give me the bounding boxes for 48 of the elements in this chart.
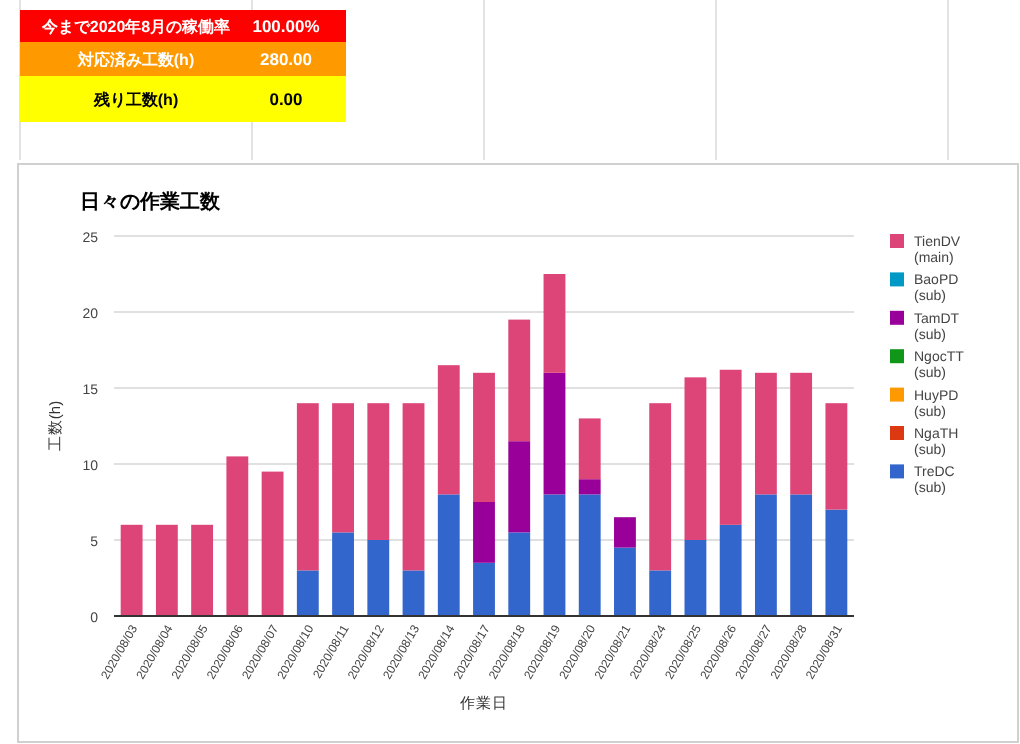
bar bbox=[684, 540, 707, 616]
bar bbox=[649, 403, 672, 571]
bar bbox=[437, 365, 460, 495]
bar bbox=[790, 494, 813, 616]
bar bbox=[296, 570, 319, 616]
bar bbox=[508, 441, 531, 533]
chart-title: 日々の作業工数 bbox=[80, 190, 222, 214]
bar bbox=[473, 562, 495, 616]
bar bbox=[825, 403, 848, 510]
bar bbox=[825, 509, 848, 616]
bar bbox=[614, 517, 636, 548]
text: 0.00 bbox=[269, 89, 304, 109]
bar bbox=[473, 502, 495, 563]
bar bbox=[402, 403, 425, 571]
text: 今まで2020年8月の稼働率 bbox=[39, 16, 231, 36]
bar bbox=[719, 524, 742, 616]
bar bbox=[367, 403, 390, 540]
bar bbox=[155, 524, 178, 616]
bar bbox=[614, 547, 636, 616]
text: 残り工数(h) bbox=[91, 91, 179, 109]
bar bbox=[754, 372, 777, 495]
bar bbox=[367, 540, 390, 616]
bar bbox=[473, 372, 495, 502]
text: 対応済み工数(h) bbox=[75, 49, 195, 69]
text: 100.00% bbox=[252, 16, 321, 36]
bar bbox=[754, 494, 777, 616]
bar bbox=[719, 369, 742, 525]
bar bbox=[578, 494, 601, 616]
bar bbox=[332, 403, 354, 533]
bar bbox=[684, 377, 707, 540]
bar bbox=[437, 494, 460, 616]
bar bbox=[578, 479, 601, 495]
bar bbox=[120, 524, 143, 616]
bar bbox=[296, 403, 319, 571]
text: 280.00 bbox=[260, 49, 313, 69]
bar bbox=[191, 524, 214, 616]
bar bbox=[543, 274, 566, 373]
bar bbox=[508, 319, 531, 442]
bar bbox=[332, 532, 354, 616]
bar bbox=[649, 570, 672, 616]
bar bbox=[226, 456, 249, 616]
bar bbox=[578, 418, 601, 480]
bar bbox=[402, 570, 425, 616]
bar bbox=[543, 372, 566, 495]
bar bbox=[790, 372, 813, 495]
bar bbox=[543, 494, 566, 616]
bar bbox=[508, 532, 531, 616]
bar bbox=[261, 471, 284, 616]
